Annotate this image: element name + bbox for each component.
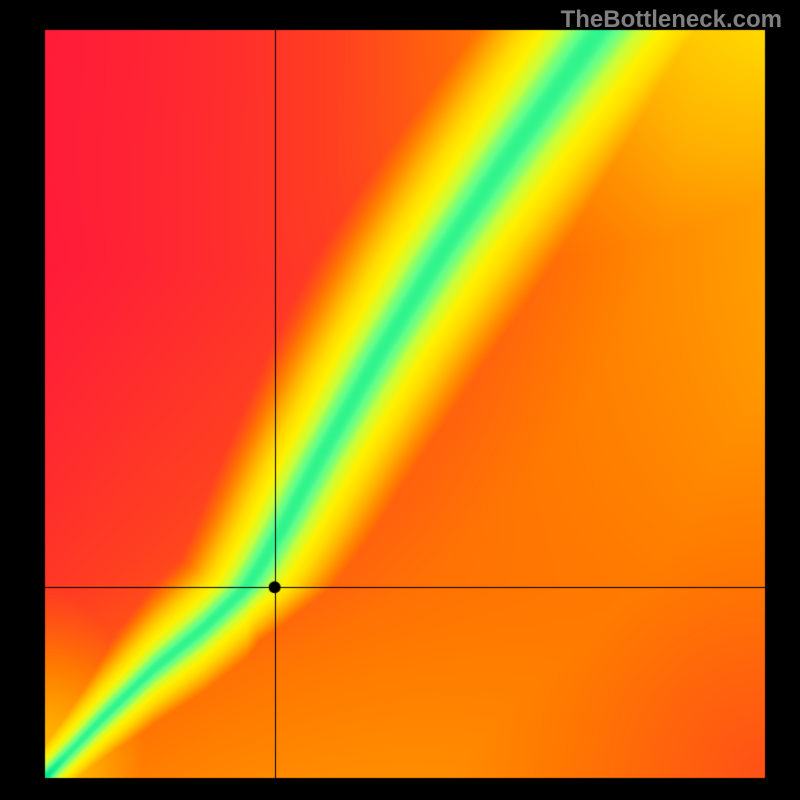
chart-container: TheBottleneck.com	[0, 0, 800, 800]
heatmap-canvas	[0, 0, 800, 800]
watermark-text: TheBottleneck.com	[561, 6, 782, 34]
